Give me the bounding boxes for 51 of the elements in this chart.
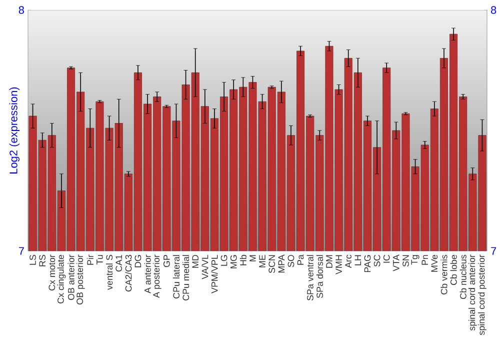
x-tick-label: MG [230,255,237,268]
x-tick-label: ventral S [106,254,113,290]
x-tick-label: PAG [364,255,371,272]
x-tick-label: MPA [278,254,284,273]
x-tick-label: VA/VL [202,254,208,280]
x-tick-label: A anterior [144,254,151,294]
x-tick-label: A posterior [152,254,162,298]
x-tick-label: Cx motor [48,254,56,290]
y2-tick-label: 8 [490,6,496,14]
x-tick-label: RS [39,254,46,266]
x-tick-label: Pir [86,254,94,265]
x-tick-label: SN [402,255,409,267]
x-tick-label: spinal cord posterior [478,254,486,336]
x-tick-label: CA2/CA3 [125,254,132,292]
y-axis-title: Log2 (expression) [9,87,20,174]
x-tick-label: ME [259,254,266,268]
x-tick-label: CA1 [116,254,122,272]
x-tick-label: OB anterior [68,254,74,300]
x-tick-label: CPu medial [182,255,190,300]
x-tick-label: M [250,255,256,262]
x-tick-label: VPM/VPL [211,254,218,294]
x-tick-label: spinal cord anterior [468,254,477,331]
x-tick-label: LS [30,254,36,265]
x-tick-label: SCN [268,255,276,274]
x-tick-label: Cb lobe [450,254,457,285]
x-tick-label: SPa ventral [306,255,314,300]
x-tick-label: SO [288,254,294,268]
x-tick-label: DG [134,255,142,268]
x-tick-label: VMH [336,255,342,274]
x-tick-label: SC [374,254,380,267]
x-tick-label: Cx cingulate [57,254,66,304]
x-tick-label: DM [326,255,332,268]
x-tick-label: VTA [393,254,400,272]
x-tick-label: LG [220,255,228,266]
x-tick-label: Hb [240,254,246,266]
x-tick-label: Pa [297,254,304,265]
x-tick-label: IC [383,254,390,263]
x-tick-label: LH [354,255,361,266]
x-tick-label: Cb vermis [440,254,448,294]
x-tick-label: Tg [411,255,420,265]
x-tick-label: Tu [96,255,103,264]
x-tick-label: Arc [345,254,352,268]
x-tick-label: Pn [422,255,428,265]
x-tick-label: GP [163,254,170,268]
x-tick-label: MVe [431,254,438,272]
x-tick-label: SPa dorsal [316,255,323,298]
x-tick-label: CPu lateral [172,255,180,298]
x-tick-label: MD [192,254,198,268]
x-tick-label: Cb nucleus [460,254,466,299]
x-tick-label: OB posterior [76,254,85,304]
y2-tick-label: 7 [491,247,496,255]
